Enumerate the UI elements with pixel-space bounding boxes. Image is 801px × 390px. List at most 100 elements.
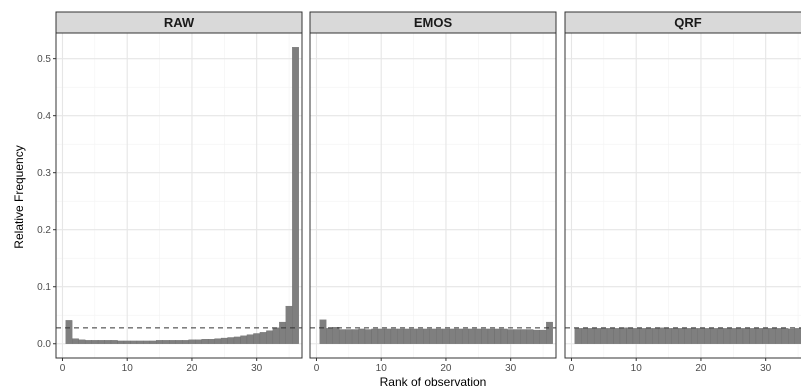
histogram-bar (156, 340, 163, 344)
histogram-bar (533, 329, 540, 344)
panel-border (55, 32, 303, 359)
histogram-bar (143, 340, 151, 344)
histogram-bar (494, 328, 502, 344)
histogram-bar (220, 337, 228, 344)
histogram-bar (526, 329, 534, 344)
histogram-bar (678, 328, 685, 344)
x-tick-label: 0 (314, 363, 320, 374)
histogram-bar (436, 328, 443, 344)
histogram-bar (227, 337, 235, 344)
histogram-bar (397, 328, 405, 344)
histogram-bar (358, 328, 366, 344)
histogram-bar (613, 328, 621, 344)
panel-qrf: QRF 0 10 20 30 (564, 11, 801, 374)
histogram-bar (474, 328, 482, 344)
histogram-bar (84, 340, 92, 344)
histogram-bar (581, 328, 588, 344)
histogram-bar (390, 328, 398, 344)
histogram-bar (507, 329, 515, 344)
histogram-bar (500, 328, 508, 344)
histogram-bar (253, 333, 261, 344)
histogram-bar (658, 327, 666, 344)
histogram-bar (423, 328, 430, 344)
histogram-bar (632, 328, 640, 344)
histogram-bar (788, 328, 795, 344)
histogram-bar (606, 328, 614, 344)
histogram-bar (91, 340, 99, 344)
panel-border (309, 32, 557, 359)
histogram-bar (272, 327, 280, 344)
x-tick-label: 0 (60, 363, 66, 374)
histogram-bar (710, 328, 718, 344)
histogram-bar (384, 328, 392, 344)
histogram-bar (246, 334, 254, 344)
histogram-bar (117, 340, 125, 344)
x-axis-title: Rank of observation (380, 375, 487, 389)
y-tick-label: 0.1 (37, 282, 51, 293)
histogram-bar (781, 328, 789, 344)
x-tick-label: 30 (760, 363, 772, 374)
histogram-bar (442, 328, 450, 344)
histogram-bar (345, 329, 353, 344)
panel-title: EMOS (414, 15, 453, 30)
histogram-bar (626, 327, 634, 344)
histogram-bar (162, 340, 170, 344)
histogram-bar (749, 328, 757, 344)
histogram-bar (652, 328, 660, 344)
histogram-bar (201, 339, 209, 344)
histogram-bar (259, 332, 267, 344)
y-tick-label: 0.2 (37, 225, 51, 236)
panel-border (564, 32, 801, 359)
histogram-bar (429, 328, 437, 344)
histogram-bar (403, 328, 411, 344)
histogram-bar (195, 339, 202, 344)
histogram-bar (175, 340, 183, 344)
histogram-bar (364, 329, 372, 344)
panel-raw: RAW 0 10 20 30 0.0 0.1 0.2 0.3 0.4 0.5 (37, 11, 303, 374)
panel-title: RAW (164, 15, 195, 30)
x-tick-label: 10 (631, 363, 643, 374)
histogram-bar (697, 328, 705, 344)
panel-background (309, 32, 557, 359)
x-tick-label: 30 (505, 363, 517, 374)
histogram-bar (704, 328, 711, 344)
histogram-bar (188, 339, 196, 344)
histogram-bar (671, 328, 679, 344)
histogram-bar (292, 47, 299, 344)
histogram-bar (149, 340, 157, 344)
histogram-bar (136, 340, 144, 344)
histogram-bar (97, 340, 105, 344)
histogram-bar (285, 305, 293, 344)
histogram-bar (768, 328, 776, 344)
histogram-bar (416, 328, 424, 344)
histogram-bar (326, 328, 333, 344)
histogram-bar (130, 340, 138, 344)
histogram-bar (266, 330, 274, 344)
histogram-bar (72, 338, 79, 344)
histogram-bar (645, 328, 653, 344)
histogram-bar (468, 328, 476, 344)
histogram-bar (449, 328, 456, 344)
y-tick-label: 0.4 (37, 111, 51, 122)
histogram-bar (279, 321, 286, 344)
y-axis-title: Relative Frequency (12, 145, 26, 248)
histogram-bar (214, 338, 222, 344)
histogram-bar (762, 328, 770, 344)
histogram-bar (371, 328, 379, 344)
histogram-bar (736, 328, 744, 344)
histogram-bar (487, 328, 495, 344)
histogram-bar (182, 340, 189, 344)
histogram-bar (513, 329, 521, 344)
x-tick-label: 10 (376, 363, 388, 374)
histogram-bar (619, 327, 627, 344)
histogram-bar (520, 329, 528, 344)
histogram-bar (742, 328, 750, 344)
x-tick-label: 0 (569, 363, 575, 374)
histogram-bar (207, 339, 215, 344)
x-tick-label: 30 (251, 363, 263, 374)
histogram-bar (461, 328, 469, 344)
histogram-bar (593, 328, 601, 344)
histogram-bar (78, 339, 86, 344)
